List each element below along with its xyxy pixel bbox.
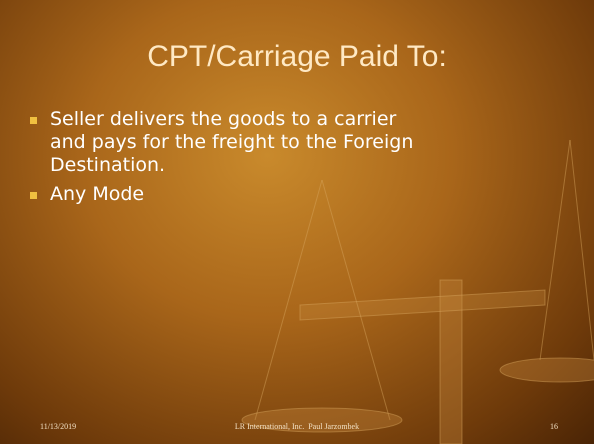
slide-title: CPT/Carriage Paid To:: [0, 40, 594, 74]
bullet-list: Seller delivers the goods to a carrier a…: [28, 108, 428, 212]
page-number: 16: [550, 422, 558, 431]
page: CPT/Carriage Paid To: Seller delivers th…: [0, 0, 594, 444]
bullet: Any Mode: [28, 183, 428, 206]
bullet: Seller delivers the goods to a carrier a…: [28, 108, 428, 177]
footer-text: LR International, Inc. Paul Jarzombek: [0, 422, 594, 431]
slide: CPT/Carriage Paid To: Seller delivers th…: [0, 0, 594, 444]
